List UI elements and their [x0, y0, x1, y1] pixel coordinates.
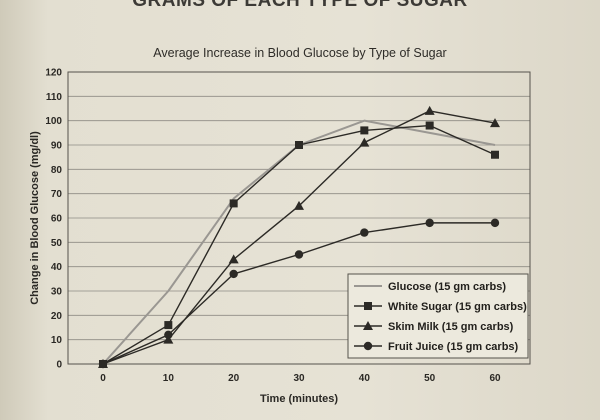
y-tick-label: 120 [45, 68, 62, 79]
y-tick-label: 10 [51, 335, 63, 346]
axes [67, 71, 531, 365]
data-point-fruit-juice [229, 269, 238, 279]
y-tick-label: 110 [46, 92, 63, 103]
data-point-skim-milk [228, 254, 239, 264]
data-point-skim-milk [163, 334, 174, 344]
data-point-white-sugar [425, 121, 434, 130]
legend-marker-fruit-juice [363, 341, 373, 351]
legend: Glucose (15 gm carbs) White Sugar (15 gm … [347, 273, 529, 359]
data-point-skim-milk [294, 200, 304, 210]
data-point-fruit-juice [425, 218, 434, 228]
y-tick-label: 20 [51, 311, 63, 322]
y-tick-label: 60 [51, 214, 63, 225]
y-tick-label: 0 [56, 360, 62, 371]
data-point-fruit-juice [98, 359, 108, 369]
legend-marker-skim-milk [363, 321, 373, 330]
data-point-white-sugar [229, 199, 238, 208]
data-point-white-sugar [491, 150, 499, 159]
page-heading: GRAMS OF EACH TYPE OF SUGAR [132, 0, 468, 11]
y-tick-label: 100 [45, 116, 62, 127]
legend-label-glucose: Glucose (15 gm carbs) [388, 281, 506, 293]
x-tick-label: 60 [489, 373, 501, 384]
y-tick-label: 40 [51, 262, 63, 273]
series-lines [98, 105, 500, 369]
data-point-white-sugar [295, 141, 303, 149]
legend-label-skim-milk: Skim Milk (15 gm carbs) [388, 321, 514, 333]
y-tick-label: 70 [51, 189, 63, 200]
legend-box [347, 273, 529, 359]
series-fruit-juice [98, 218, 500, 369]
x-tick-label: 10 [163, 373, 175, 384]
y-tick-label: 90 [51, 141, 63, 152]
data-point-fruit-juice [360, 228, 369, 237]
legend-marker-white-sugar [364, 302, 372, 310]
data-point-fruit-juice [294, 250, 304, 259]
data-point-white-sugar [360, 126, 369, 135]
data-point-skim-milk [490, 118, 500, 128]
x-tick-label: 30 [293, 373, 305, 384]
y-axis-label: Change in Blood Glucose (mg/dl) [29, 131, 41, 305]
x-tick-label: 20 [228, 373, 240, 384]
y-tick-label: 50 [51, 238, 63, 249]
legend-label-fruit-juice: Fruit Juice (15 gm carbs) [388, 341, 519, 353]
x-tick-labels: 0 10 20 30 40 50 60 [100, 373, 501, 384]
data-point-fruit-juice [490, 218, 500, 228]
x-tick-label: 0 [100, 373, 106, 384]
y-tick-label: 80 [51, 165, 63, 176]
legend-label-white-sugar: White Sugar (15 gm carbs) [388, 301, 527, 313]
y-tick-label: 30 [51, 287, 63, 298]
y-tick-labels: 0 10 20 30 40 50 60 70 80 90 100 110 120 [45, 68, 62, 371]
data-point-skim-milk [359, 137, 370, 147]
data-point-white-sugar [164, 321, 173, 330]
x-tick-label: 40 [359, 373, 371, 384]
x-axis-label: Time (minutes) [260, 393, 338, 405]
x-tick-label: 50 [424, 373, 436, 384]
data-point-fruit-juice [164, 330, 173, 339]
chart-title: Average Increase in Blood Glucose by Typ… [153, 46, 447, 60]
data-point-skim-milk [424, 105, 435, 115]
